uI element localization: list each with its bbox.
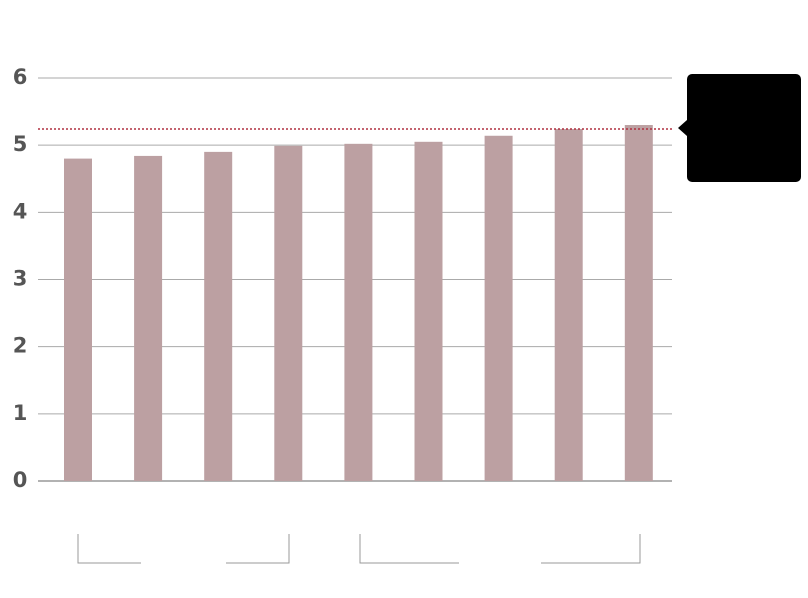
y-tick-label: 1 — [13, 401, 28, 425]
bracket — [359, 534, 459, 564]
bar — [204, 151, 233, 481]
bar — [134, 155, 163, 481]
y-tick-label: 2 — [13, 334, 28, 358]
y-tick-label: 4 — [13, 199, 28, 223]
bar — [274, 145, 303, 482]
bar — [624, 125, 653, 482]
bar — [484, 135, 513, 481]
category-brackets — [77, 534, 641, 564]
bracket — [541, 534, 641, 564]
bar — [414, 141, 443, 481]
bracket — [77, 534, 141, 564]
y-tick-label: 0 — [13, 468, 28, 492]
callout-box — [687, 74, 801, 182]
bar — [554, 129, 583, 481]
bracket — [226, 534, 290, 564]
y-tick-label: 6 — [13, 65, 28, 89]
bar — [344, 143, 373, 481]
bar — [64, 158, 92, 481]
y-tick-label: 3 — [13, 267, 28, 291]
y-tick-label: 5 — [13, 132, 28, 156]
callout-pointer — [678, 120, 687, 136]
callout — [678, 74, 801, 182]
